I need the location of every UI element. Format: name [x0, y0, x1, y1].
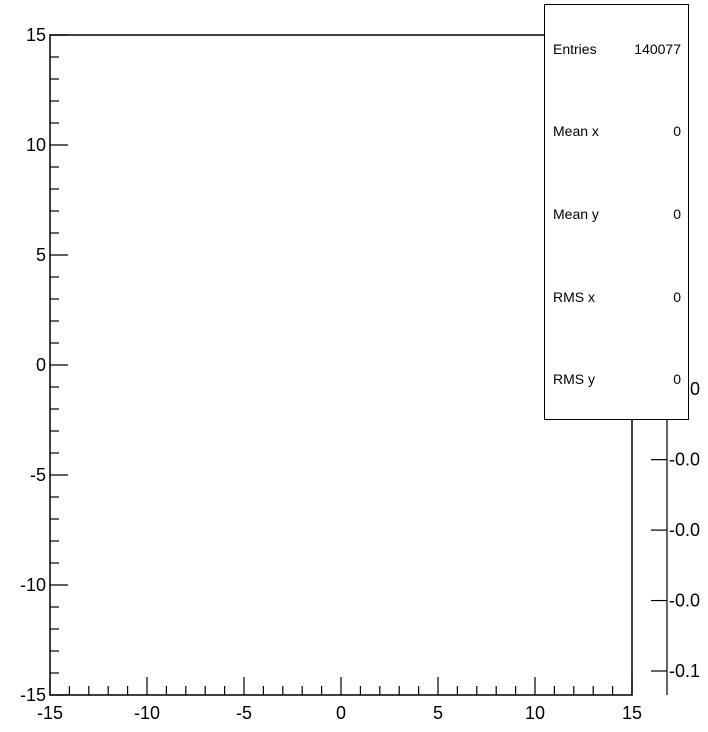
stats-value-mean-x: 0: [673, 123, 681, 139]
x-tick-label: 10: [525, 703, 545, 723]
y-tick-label: 10: [26, 135, 46, 155]
x-tick-label: -5: [236, 703, 252, 723]
stats-row-mean-x: Mean x 0: [545, 123, 688, 147]
stats-label-mean-x: Mean x: [553, 123, 599, 139]
stats-row-rms-y: RMS y 0: [545, 371, 688, 395]
y-tick-label: -15: [20, 685, 46, 705]
stats-value-rms-y: 0: [673, 371, 681, 387]
stats-row-mean-y: Mean y 0: [545, 206, 688, 230]
z-tick-label: -0.0: [669, 520, 700, 540]
stats-box: Entries 140077 Mean x 0 Mean y 0 RMS x 0…: [544, 4, 689, 420]
x-tick-label: 15: [622, 703, 642, 723]
x-tick-label: 5: [433, 703, 443, 723]
y-tick-label: 0: [36, 355, 46, 375]
x-tick-label: 0: [336, 703, 346, 723]
y-tick-label: 15: [26, 25, 46, 45]
stats-label-entries: Entries: [553, 41, 597, 57]
z-tick-label: -0.0: [669, 450, 700, 470]
z-tick-label: -0.1: [669, 661, 700, 681]
y-axis: -15 -10 -5 0 5 10 15: [20, 25, 68, 705]
x-axis: -15 -10 -5 0 5 10 15: [37, 677, 642, 723]
stats-row-entries: Entries 140077: [545, 41, 688, 65]
y-tick-label: -10: [20, 575, 46, 595]
stats-label-rms-x: RMS x: [553, 289, 595, 305]
y-tick-label: -5: [30, 465, 46, 485]
stats-label-mean-y: Mean y: [553, 206, 599, 222]
stats-label-rms-y: RMS y: [553, 371, 595, 387]
z-tick-label: -0.0: [669, 591, 700, 611]
x-tick-label: -10: [134, 703, 160, 723]
stats-value-entries: 140077: [634, 41, 681, 57]
stats-row-rms-x: RMS x 0: [545, 289, 688, 313]
stats-value-mean-y: 0: [673, 206, 681, 222]
x-tick-label: -15: [37, 703, 63, 723]
stats-value-rms-x: 0: [673, 289, 681, 305]
y-tick-label: 5: [36, 245, 46, 265]
